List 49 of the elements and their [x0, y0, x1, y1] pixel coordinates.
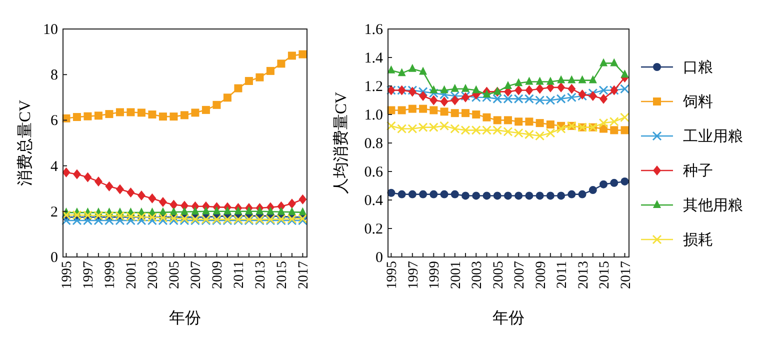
- x-tick-label: 2011: [232, 261, 248, 288]
- x-tick-label: 1999: [103, 261, 118, 289]
- x-tick-label: 2003: [146, 261, 162, 289]
- x-tick-label: 2001: [124, 261, 140, 289]
- x-tick-label: 1997: [406, 261, 422, 289]
- y-tick-label: 0.8: [364, 136, 383, 152]
- x-tick-label: 2013: [254, 261, 269, 289]
- x-tick-label: 2011: [555, 261, 570, 288]
- y-tick-label: 1.2: [364, 79, 383, 95]
- y-tick-label: 0: [376, 250, 383, 266]
- x-tick-label: 2001: [448, 261, 464, 289]
- x-tick-label: 2003: [470, 261, 486, 289]
- legend-label: 口粮: [683, 59, 713, 76]
- y-axis-title: 消费总量CV: [16, 99, 34, 186]
- y-tick-label: 10: [43, 22, 58, 38]
- y-tick-label: 6: [50, 113, 58, 130]
- x-tick-label: 2007: [189, 261, 204, 289]
- x-tick-label: 2015: [275, 261, 290, 289]
- x-tick-label: 2015: [598, 261, 613, 289]
- x-tick-label: 2005: [491, 261, 506, 289]
- y-tick-label: 0.4: [364, 193, 384, 209]
- legend-label: 饲料: [682, 94, 713, 110]
- x-tick-label: 2007: [512, 261, 528, 289]
- y-tick-label: 2: [50, 204, 58, 220]
- legend-label: 损耗: [683, 232, 713, 248]
- y-tick-label: 1.6: [364, 22, 384, 38]
- x-tick-label: 2017: [296, 261, 312, 289]
- x-tick-label: 2017: [618, 261, 634, 289]
- y-tick-label: 0: [50, 250, 58, 266]
- legend-label: 其他用粮: [683, 197, 743, 214]
- legend-label: 工业用粮: [683, 128, 743, 145]
- x-tick-label: 2009: [210, 261, 226, 289]
- x-axis-title: 年份: [492, 310, 524, 327]
- x-tick-label: 1999: [428, 261, 443, 289]
- y-tick-label: 0.6: [364, 164, 384, 180]
- y-tick-label: 4: [50, 158, 58, 175]
- x-tick-label: 2009: [534, 261, 549, 289]
- y-tick-label: 1.4: [364, 50, 384, 66]
- x-tick-label: 1995: [60, 261, 76, 289]
- x-tick-label: 2005: [168, 261, 183, 289]
- legend-label: 种子: [683, 162, 713, 180]
- y-tick-label: 0.2: [364, 222, 383, 238]
- y-tick-label: 8: [50, 68, 58, 84]
- x-tick-label: 2013: [576, 261, 592, 289]
- y-tick-label: 1.0: [364, 108, 383, 124]
- y-axis-title: 人均消费量CV: [332, 91, 350, 194]
- x-tick-label: 1997: [82, 261, 97, 289]
- x-axis-title: 年份: [169, 310, 201, 327]
- x-tick-label: 1995: [385, 261, 400, 289]
